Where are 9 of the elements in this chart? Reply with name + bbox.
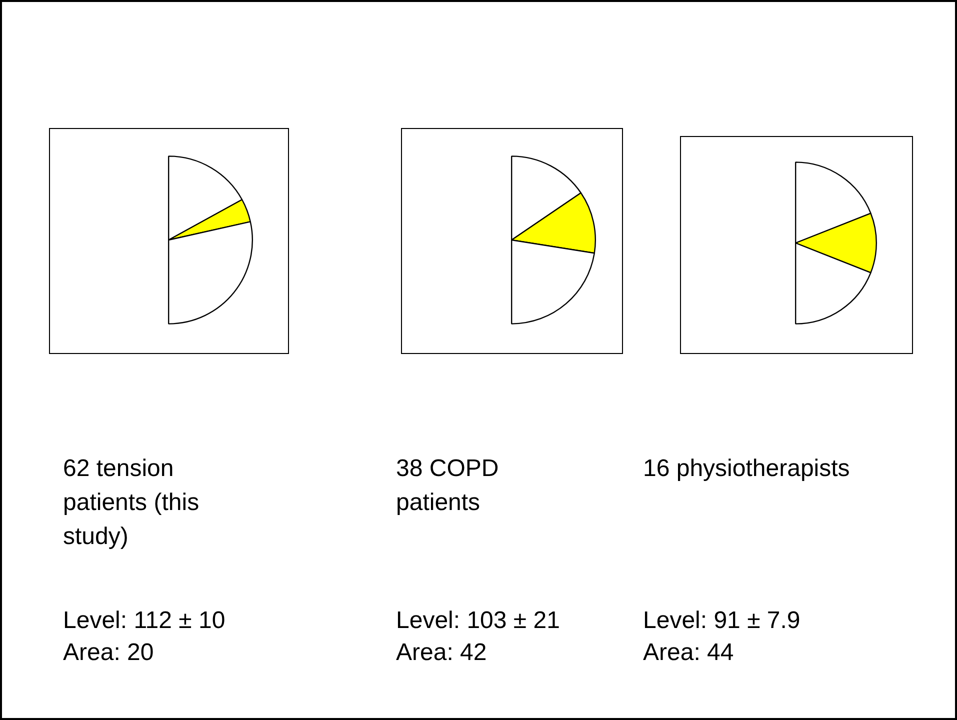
text: Level: 91 ± 7.9 — [643, 606, 800, 636]
text: 38 COPD patients — [396, 454, 500, 518]
text: Area: 20 — [63, 638, 154, 668]
text: 16 physiotherapists — [643, 454, 851, 484]
text: 62 tension patients (this study) — [63, 454, 200, 552]
text: Area: 44 — [643, 638, 734, 668]
text: Level: 103 ± 21 — [396, 606, 560, 636]
text: Area: 42 — [396, 638, 487, 668]
text: Level: 112 ± 10 — [63, 606, 226, 636]
